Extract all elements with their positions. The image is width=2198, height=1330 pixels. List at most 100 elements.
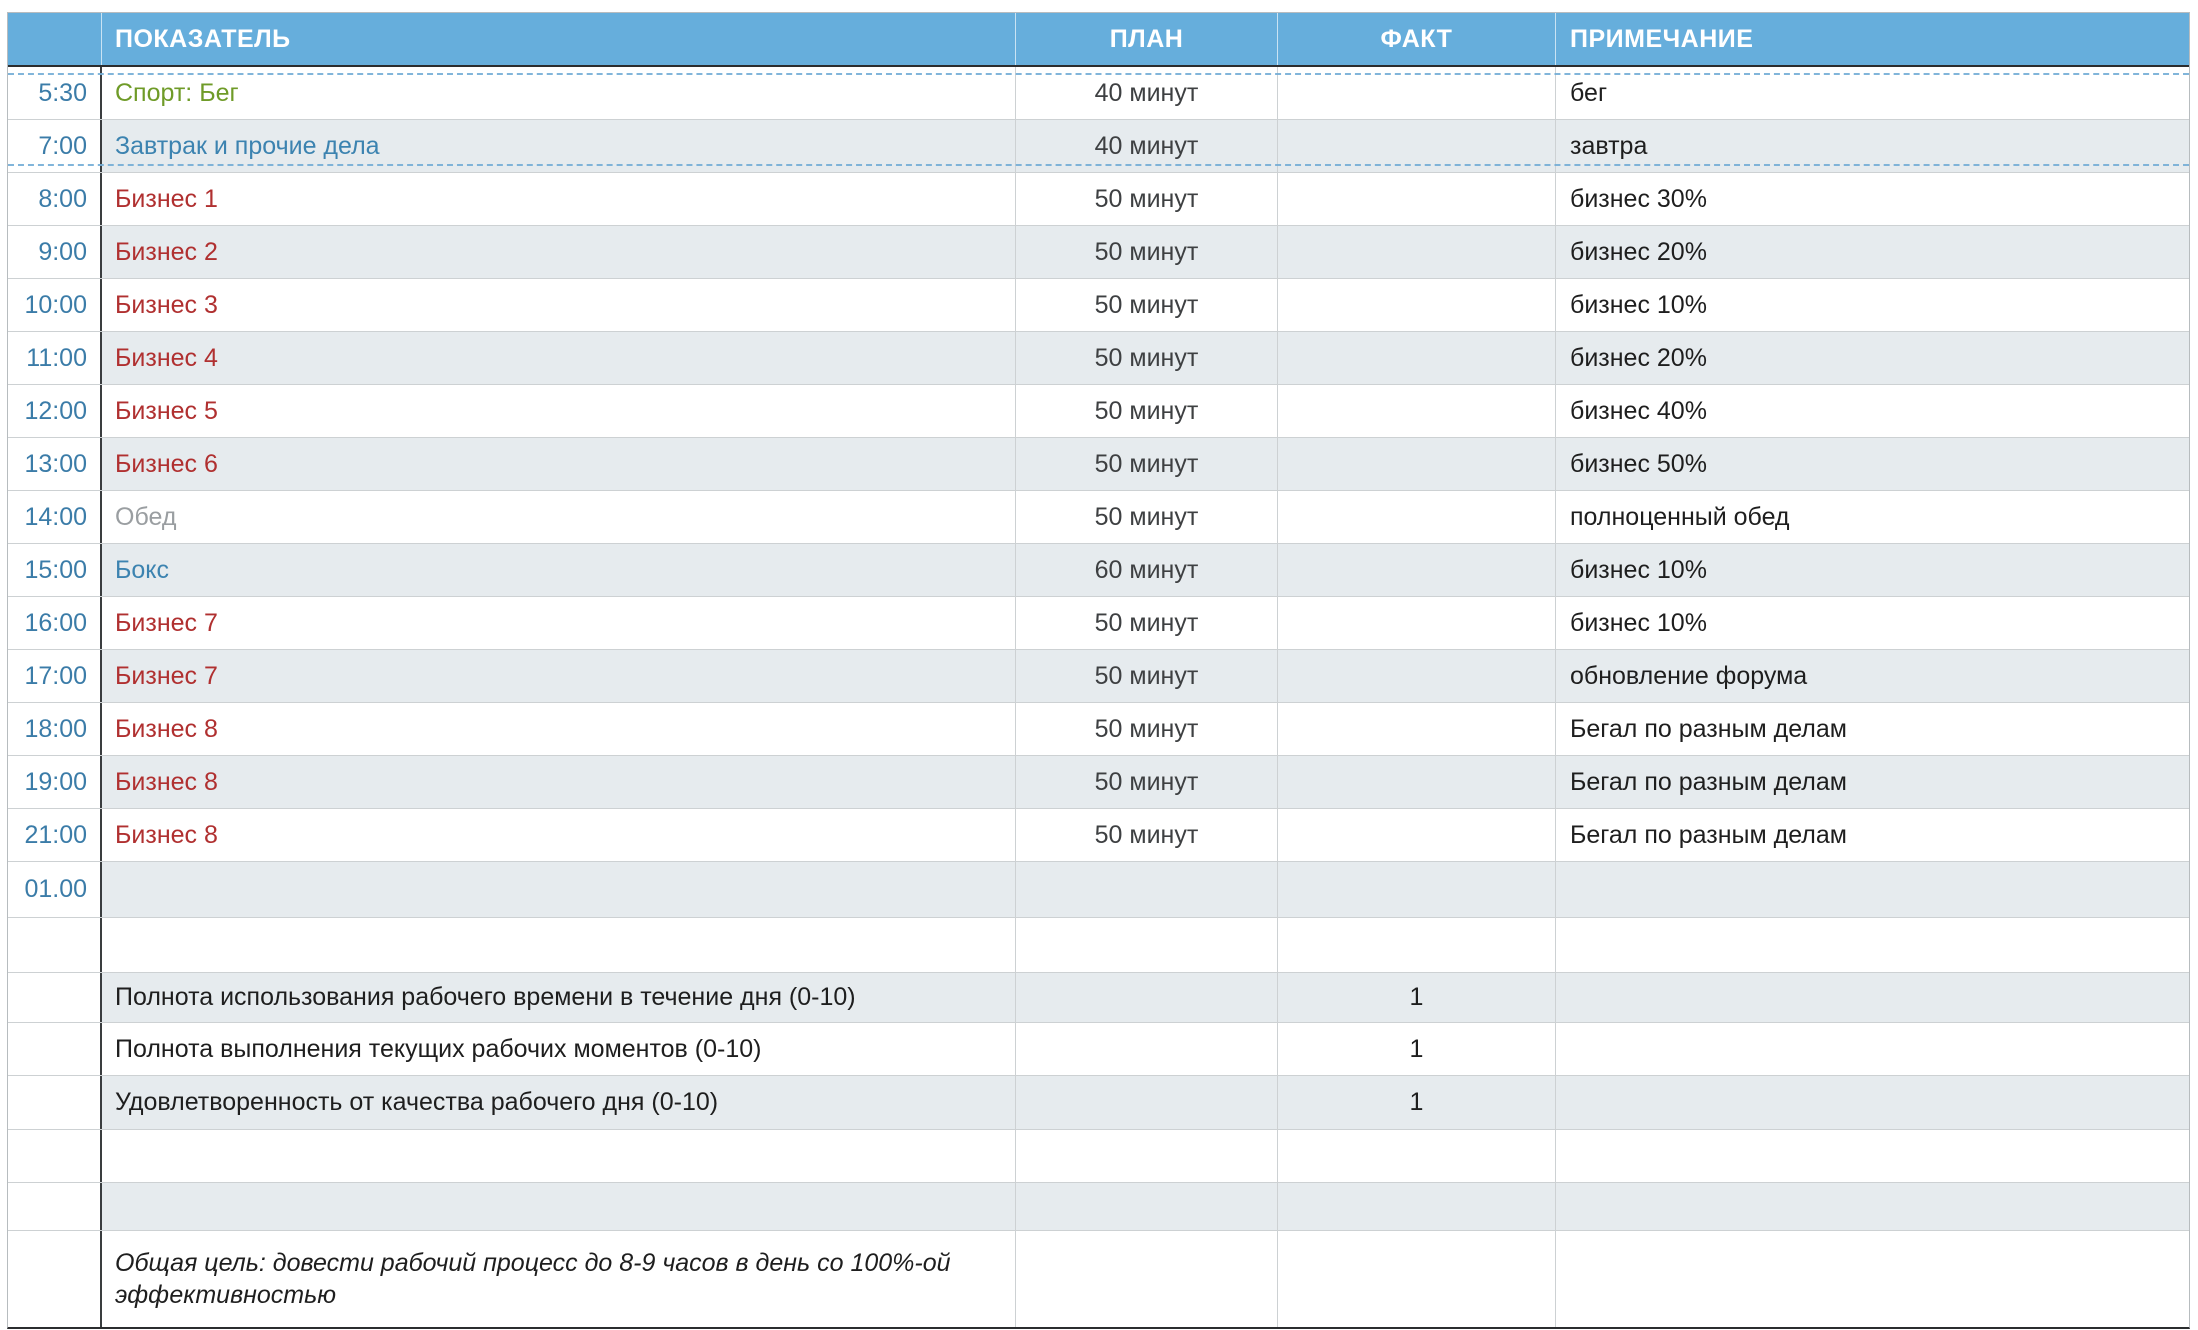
fact-cell[interactable]: 1 <box>1278 1076 1556 1129</box>
header-cell-indicator[interactable]: ПОКАЗАТЕЛЬ <box>102 13 1016 65</box>
indicator-cell[interactable]: Бизнес 4 <box>102 332 1016 384</box>
fact-cell[interactable] <box>1278 1183 1556 1230</box>
fact-cell[interactable] <box>1278 438 1556 490</box>
time-cell[interactable]: 13:00 <box>8 438 102 490</box>
indicator-cell[interactable]: Завтрак и прочие дела <box>102 120 1016 172</box>
indicator-cell[interactable]: Бизнес 2 <box>102 226 1016 278</box>
time-cell[interactable] <box>8 1076 102 1129</box>
fact-cell[interactable] <box>1278 279 1556 331</box>
time-cell[interactable]: 15:00 <box>8 544 102 596</box>
indicator-cell[interactable] <box>102 918 1016 972</box>
indicator-cell[interactable]: Обед <box>102 491 1016 543</box>
note-cell[interactable] <box>1556 1076 2189 1129</box>
fact-cell[interactable] <box>1278 918 1556 972</box>
indicator-cell[interactable]: Общая цель: довести рабочий процесс до 8… <box>102 1231 1016 1327</box>
plan-cell[interactable]: 40 минут <box>1016 67 1278 119</box>
time-cell[interactable]: 12:00 <box>8 385 102 437</box>
note-cell[interactable]: бизнес 20% <box>1556 226 2189 278</box>
plan-cell[interactable]: 50 минут <box>1016 491 1278 543</box>
note-cell[interactable] <box>1556 862 2189 917</box>
plan-cell[interactable]: 50 минут <box>1016 226 1278 278</box>
note-cell[interactable]: Бегал по разным делам <box>1556 756 2189 808</box>
note-cell[interactable] <box>1556 1130 2189 1182</box>
time-cell[interactable] <box>8 1130 102 1182</box>
indicator-cell[interactable]: Бизнес 8 <box>102 756 1016 808</box>
time-cell[interactable]: 21:00 <box>8 809 102 861</box>
time-cell[interactable]: 14:00 <box>8 491 102 543</box>
note-cell[interactable]: бизнес 10% <box>1570 290 1707 319</box>
plan-cell[interactable]: 40 минут <box>1016 120 1278 172</box>
plan-cell[interactable]: 50 минут <box>1016 332 1278 384</box>
indicator-cell[interactable]: Бизнес 1 <box>102 173 1016 225</box>
time-cell[interactable]: 16:00 <box>8 597 102 649</box>
plan-cell[interactable]: 50 минут <box>1016 385 1278 437</box>
note-cell[interactable]: бизнес 30% <box>1570 184 1707 213</box>
time-cell[interactable]: 10:00 <box>8 279 102 331</box>
plan-cell[interactable] <box>1016 862 1278 917</box>
note-cell[interactable] <box>1556 918 2189 972</box>
fact-cell[interactable] <box>1278 862 1556 917</box>
plan-cell[interactable] <box>1016 1231 1278 1327</box>
indicator-cell[interactable]: Бокс <box>102 544 1016 596</box>
note-cell[interactable] <box>1556 1231 2189 1327</box>
plan-cell[interactable] <box>1016 973 1278 1022</box>
header-cell-note[interactable]: ПРИМЕЧАНИЕ <box>1556 13 2189 65</box>
fact-cell[interactable] <box>1278 120 1556 172</box>
note-cell[interactable] <box>1556 1183 2189 1230</box>
plan-cell[interactable]: 50 минут <box>1016 597 1278 649</box>
indicator-cell[interactable] <box>102 1130 1016 1182</box>
time-cell[interactable]: 9:00 <box>8 226 102 278</box>
header-cell-fact[interactable]: ФАКТ <box>1278 13 1556 65</box>
plan-cell[interactable]: 60 минут <box>1016 544 1278 596</box>
time-cell[interactable] <box>8 973 102 1022</box>
plan-cell[interactable] <box>1016 1130 1278 1182</box>
indicator-cell[interactable]: Бизнес 7 <box>102 650 1016 702</box>
note-cell[interactable]: Бегал по разным делам <box>1570 820 1847 849</box>
indicator-cell[interactable]: Бизнес 8 <box>102 703 1016 755</box>
note-cell[interactable]: бизнес 50% <box>1556 438 2189 490</box>
note-cell[interactable]: бизнес 10% <box>1570 608 1707 637</box>
plan-cell[interactable] <box>1016 918 1278 972</box>
fact-cell[interactable] <box>1278 1130 1556 1182</box>
indicator-cell[interactable]: Бизнес 5 <box>102 385 1016 437</box>
fact-cell[interactable] <box>1278 703 1556 755</box>
plan-cell[interactable] <box>1016 1076 1278 1129</box>
fact-cell[interactable] <box>1278 597 1556 649</box>
indicator-cell[interactable]: Спорт: Бег <box>102 67 1016 119</box>
fact-cell[interactable] <box>1278 173 1556 225</box>
fact-cell[interactable] <box>1278 491 1556 543</box>
time-cell[interactable]: 01.00 <box>8 862 102 917</box>
fact-cell[interactable] <box>1278 67 1556 119</box>
note-cell[interactable] <box>1556 973 2189 1022</box>
time-cell[interactable]: 11:00 <box>8 332 102 384</box>
note-cell[interactable]: завтра <box>1556 120 2189 172</box>
fact-cell[interactable] <box>1278 226 1556 278</box>
time-cell[interactable] <box>8 918 102 972</box>
plan-cell[interactable]: 50 минут <box>1016 809 1278 861</box>
indicator-cell[interactable]: Полнота выполнения текущих рабочих момен… <box>102 1023 1016 1075</box>
plan-cell[interactable]: 50 минут <box>1016 756 1278 808</box>
note-cell[interactable]: обновление форума <box>1556 650 2189 702</box>
plan-cell[interactable]: 50 минут <box>1016 650 1278 702</box>
time-cell[interactable] <box>8 1231 102 1327</box>
note-cell[interactable] <box>1556 1023 2189 1075</box>
note-cell[interactable]: Бегал по разным делам <box>1570 714 1847 743</box>
indicator-cell[interactable]: Бизнес 3 <box>102 279 1016 331</box>
time-cell[interactable]: 18:00 <box>8 703 102 755</box>
plan-cell[interactable]: 50 минут <box>1016 703 1278 755</box>
plan-cell[interactable]: 50 минут <box>1016 173 1278 225</box>
indicator-cell[interactable] <box>102 862 1016 917</box>
time-cell[interactable]: 8:00 <box>8 173 102 225</box>
plan-cell[interactable] <box>1016 1183 1278 1230</box>
plan-cell[interactable]: 50 минут <box>1016 279 1278 331</box>
plan-cell[interactable]: 50 минут <box>1016 438 1278 490</box>
indicator-cell[interactable]: Бизнес 6 <box>102 438 1016 490</box>
time-cell[interactable]: 7:00 <box>8 120 102 172</box>
fact-cell[interactable]: 1 <box>1278 1023 1556 1075</box>
note-cell[interactable]: бег <box>1570 78 1608 107</box>
time-cell[interactable]: 5:30 <box>8 67 102 119</box>
fact-cell[interactable] <box>1278 385 1556 437</box>
time-cell[interactable] <box>8 1183 102 1230</box>
time-cell[interactable]: 19:00 <box>8 756 102 808</box>
plan-cell[interactable] <box>1016 1023 1278 1075</box>
